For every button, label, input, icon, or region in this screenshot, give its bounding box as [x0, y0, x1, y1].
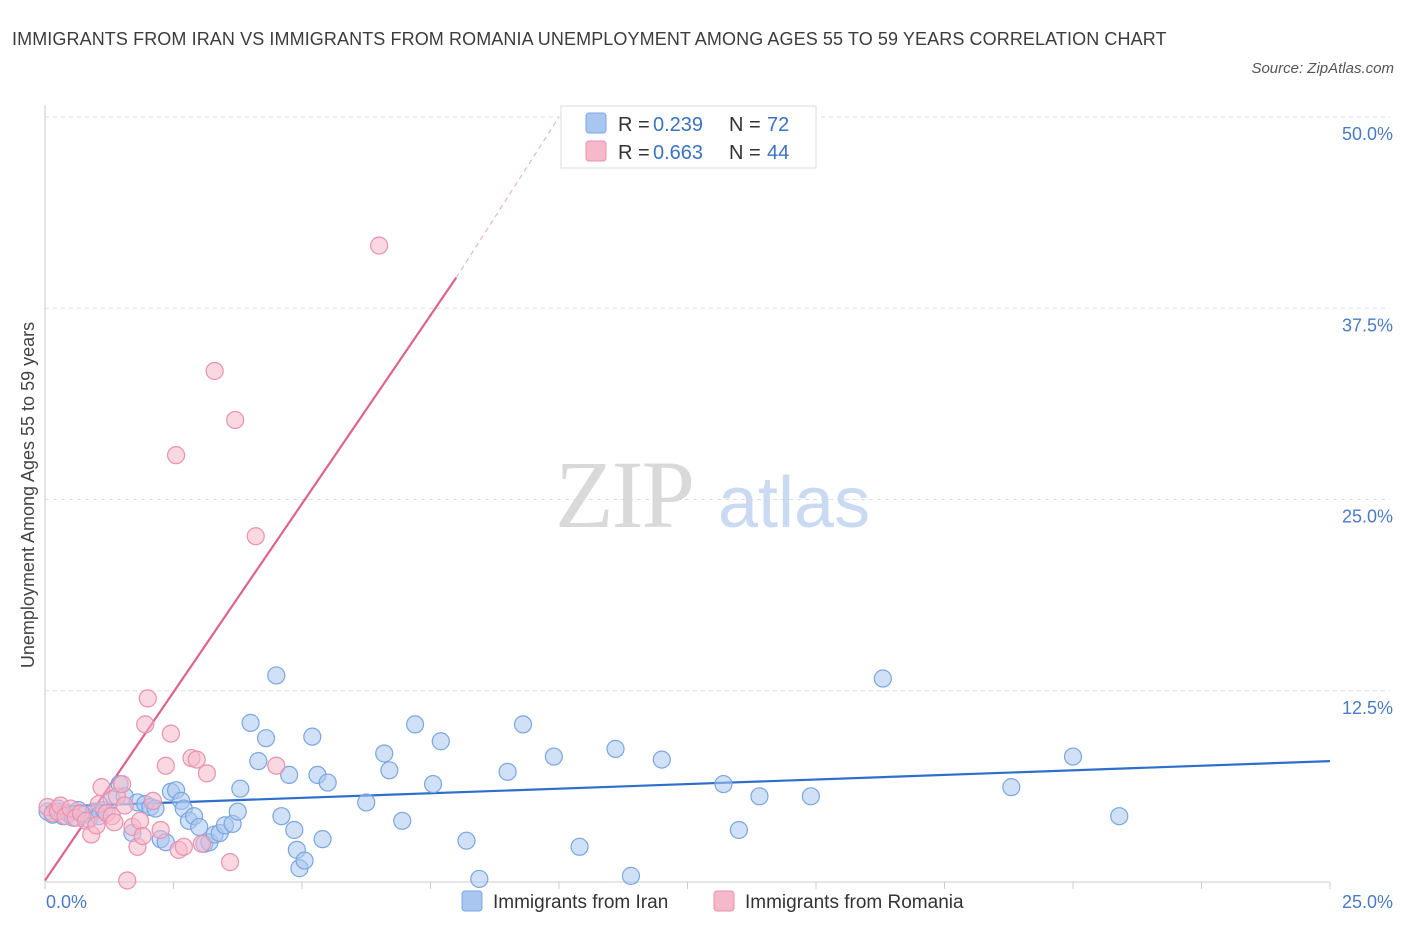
point-romania-23: [133, 826, 152, 846]
point-romania-28: [156, 756, 175, 775]
point-iran-66: [652, 750, 671, 769]
point-romania-32: [174, 837, 193, 856]
point-iran-36: [231, 779, 250, 798]
point-romania-17: [112, 774, 132, 794]
axes: [44, 105, 1331, 889]
y-tick-label-3: 50.0%: [1342, 124, 1393, 144]
legend-box: R = 0.239 N = 72 R = 0.663 N = 44: [560, 105, 817, 169]
point-iran-50: [318, 773, 337, 792]
point-iran-55: [405, 715, 425, 734]
trend-line-iran: [44, 760, 1331, 809]
point-iran-54: [393, 811, 412, 830]
point-romania-30: [166, 446, 186, 465]
point-iran-59: [470, 869, 489, 889]
point-iran-63: [570, 837, 589, 856]
point-iran-71: [873, 669, 892, 688]
gridlines: [45, 116, 1390, 692]
point-iran-64: [606, 739, 625, 758]
point-romania-42: [370, 236, 389, 255]
point-romania-40: [246, 527, 265, 546]
point-iran-56: [423, 774, 443, 794]
point-iran-67: [714, 774, 733, 794]
point-iran-52: [375, 744, 394, 763]
y-axis-label: Unemployment Among Ages 55 to 59 years: [18, 322, 38, 668]
data-points: [38, 236, 1129, 890]
point-romania-36: [197, 764, 217, 783]
point-iran-72: [1002, 778, 1021, 797]
bottom-legend: Immigrants from Iran Immigrants from Rom…: [461, 890, 964, 913]
bottom-legend-label-romania: Immigrants from Romania: [745, 892, 964, 913]
point-iran-46: [295, 851, 314, 870]
point-iran-68: [729, 820, 749, 840]
legend-n-value-iran: 72: [767, 114, 789, 136]
legend-swatch-iran: [585, 112, 607, 134]
bottom-legend-swatch-romania: [713, 890, 735, 912]
bottom-legend-swatch-iran: [461, 890, 483, 912]
point-romania-22: [130, 811, 150, 830]
point-romania-34: [187, 750, 206, 769]
point-iran-38: [249, 752, 268, 771]
point-romania-41: [267, 756, 286, 775]
point-romania-29: [161, 724, 181, 743]
point-romania-15: [105, 813, 124, 832]
point-romania-38: [220, 853, 240, 872]
chart-title: IMMIGRANTS FROM IRAN VS IMMIGRANTS FROM …: [12, 29, 1167, 49]
point-iran-69: [750, 787, 769, 806]
x-tick-label-max: 25.0%: [1342, 892, 1393, 912]
point-romania-39: [226, 410, 245, 430]
point-iran-47: [303, 727, 322, 746]
point-iran-70: [801, 787, 820, 806]
legend-r-label-romania: R =: [618, 142, 650, 164]
point-iran-28: [190, 817, 209, 837]
point-iran-51: [357, 793, 376, 812]
point-iran-65: [621, 866, 641, 885]
x-tick-label-min: 0.0%: [46, 892, 87, 912]
trend-line-romania-extension: [455, 116, 560, 278]
point-romania-12: [92, 778, 111, 797]
chart-source: Source: ZipAtlas.com: [1251, 60, 1394, 77]
point-iran-61: [513, 715, 533, 734]
point-romania-26: [143, 791, 163, 811]
watermark: ZIP atlas: [555, 441, 870, 548]
point-iran-74: [1110, 807, 1129, 826]
point-iran-73: [1063, 747, 1083, 766]
point-romania-24: [136, 715, 155, 734]
point-romania-25: [138, 689, 157, 708]
watermark-zip: ZIP: [555, 441, 693, 548]
point-romania-19: [118, 871, 137, 890]
bottom-legend-label-iran: Immigrants from Iran: [493, 892, 668, 913]
point-iran-35: [228, 802, 247, 821]
y-tick-label-2: 37.5%: [1342, 315, 1393, 335]
point-iran-42: [280, 765, 299, 785]
point-iran-60: [498, 762, 517, 781]
y-tick-labels: 12.5% 25.0% 37.5% 50.0%: [1342, 124, 1393, 718]
watermark-atlas: atlas: [718, 463, 870, 543]
y-tick-label-1: 25.0%: [1342, 507, 1393, 527]
point-iran-39: [256, 729, 276, 748]
y-tick-label-0: 12.5%: [1342, 698, 1393, 718]
point-iran-53: [380, 761, 399, 780]
point-iran-43: [285, 820, 304, 840]
point-iran-40: [267, 666, 286, 685]
legend-r-label-iran: R =: [618, 114, 650, 136]
legend-n-label-iran: N =: [729, 114, 761, 136]
legend-r-value-iran: 0.239: [653, 114, 703, 136]
point-iran-49: [313, 830, 332, 849]
point-iran-57: [431, 732, 450, 751]
legend-swatch-romania: [585, 140, 607, 162]
point-iran-41: [272, 807, 291, 826]
point-romania-18: [115, 796, 134, 815]
point-iran-62: [544, 747, 563, 766]
point-iran-37: [241, 713, 260, 732]
point-romania-35: [192, 834, 211, 853]
point-iran-58: [457, 831, 476, 850]
point-romania-37: [205, 361, 224, 381]
legend-n-label-romania: N =: [729, 142, 761, 164]
legend-r-value-romania: 0.663: [653, 142, 703, 164]
point-romania-10: [87, 816, 106, 835]
legend-n-value-romania: 44: [767, 142, 789, 164]
point-romania-27: [151, 820, 170, 840]
